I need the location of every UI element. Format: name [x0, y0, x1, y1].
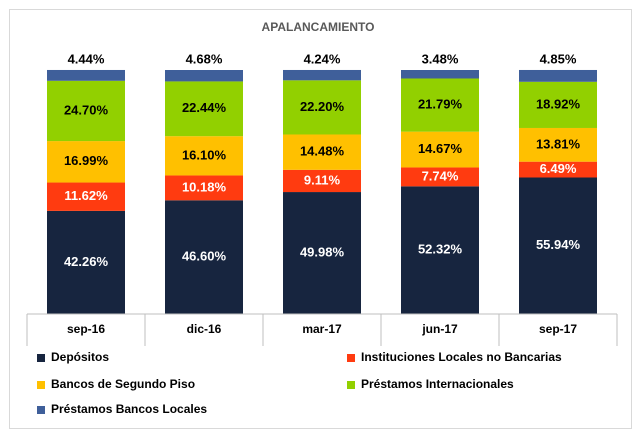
bar-segment [519, 69, 597, 82]
bar-segment [401, 78, 479, 132]
legend-label: Préstamos Internacionales [361, 377, 514, 391]
bar-segment [165, 70, 243, 82]
data-label: 4.85% [540, 51, 577, 66]
chart-title: APALANCAMIENTO [262, 20, 375, 34]
data-label: 46.60% [182, 249, 227, 264]
legend-label: Instituciones Locales no Bancarias [361, 350, 562, 364]
x-tick-label: sep-17 [539, 322, 577, 336]
x-tick-label: dic-16 [187, 322, 222, 336]
bar-segment [47, 182, 125, 211]
legend-label: Bancos de Segundo Piso [51, 377, 195, 391]
legend-swatch [37, 406, 45, 414]
data-label: 22.20% [300, 99, 345, 114]
bar-segment [283, 134, 361, 170]
bar-segment [165, 175, 243, 201]
data-label: 49.98% [300, 244, 345, 259]
bar-segment [165, 136, 243, 176]
bar-segment [47, 69, 125, 81]
legend-label: Préstamos Bancos Locales [51, 402, 207, 416]
bar-segment [401, 167, 479, 187]
bar-segment [519, 81, 597, 128]
data-label: 22.44% [182, 100, 227, 115]
legend-swatch [37, 354, 45, 362]
bar-segment [165, 200, 243, 314]
x-tick-label: jun-17 [421, 322, 458, 336]
bar-segment [165, 81, 243, 137]
legend-swatch [347, 354, 355, 362]
legend-label: Depósitos [51, 350, 109, 364]
data-label: 21.79% [418, 97, 463, 112]
data-label: 11.62% [64, 188, 108, 203]
bar-segment [519, 127, 597, 162]
data-label: 52.32% [418, 242, 463, 257]
data-label: 10.18% [182, 179, 227, 194]
data-label: 9.11% [304, 172, 341, 187]
legend-swatch [37, 381, 45, 389]
data-label: 4.44% [68, 51, 105, 66]
x-tick-label: mar-17 [302, 322, 342, 336]
legend-swatch [347, 381, 355, 389]
bar-segment [283, 69, 361, 81]
data-label: 14.48% [300, 144, 345, 159]
bar-segment [47, 141, 125, 183]
data-label: 13.81% [536, 136, 581, 151]
x-tick-label: sep-16 [67, 322, 105, 336]
data-label: 18.92% [536, 96, 581, 111]
bar-segment [519, 161, 597, 178]
data-label: 42.26% [64, 254, 109, 269]
bar-segment [47, 210, 125, 314]
data-label: 24.70% [64, 102, 109, 117]
data-label: 4.68% [186, 51, 223, 66]
data-label: 55.94% [536, 237, 581, 252]
bar-segment [401, 70, 479, 79]
data-label: 16.10% [182, 147, 227, 162]
bar-segment [283, 169, 361, 193]
bar-segment [47, 80, 125, 142]
data-label: 6.49% [540, 161, 577, 176]
data-label: 3.48% [422, 51, 459, 66]
data-label: 4.24% [304, 51, 341, 66]
bar-segment [401, 131, 479, 168]
data-label: 7.74% [422, 168, 459, 183]
bar-segment [401, 186, 479, 314]
bar-segment [283, 192, 361, 314]
data-label: 16.99% [64, 153, 109, 168]
bar-segment [519, 177, 597, 314]
data-label: 14.67% [418, 141, 463, 156]
bar-segment [283, 80, 361, 135]
